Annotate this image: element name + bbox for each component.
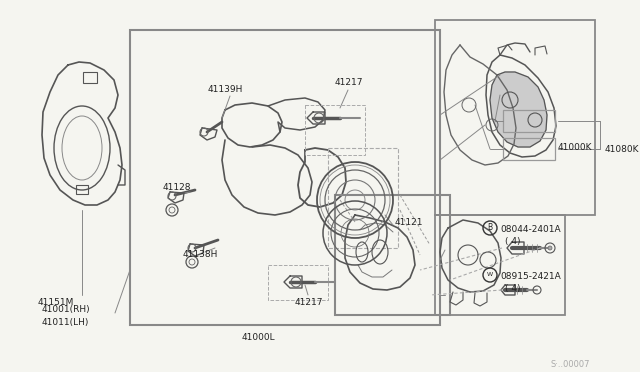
Bar (435, 215, 565, 315)
Bar (83, 72, 97, 83)
Text: W: W (487, 273, 493, 278)
Text: 41128: 41128 (163, 183, 191, 192)
Text: 41138H: 41138H (183, 250, 218, 259)
Text: 41151M: 41151M (38, 298, 74, 307)
Text: 41080K: 41080K (605, 144, 639, 154)
Bar (335, 195, 450, 315)
Bar (76, 185, 88, 194)
Text: ( 4): ( 4) (505, 237, 520, 246)
Bar (130, 30, 440, 325)
Text: 41139H: 41139H (208, 85, 243, 94)
Text: 41000L: 41000L (241, 333, 275, 342)
Text: B: B (488, 224, 493, 232)
Bar (268, 265, 328, 300)
Text: 41121: 41121 (395, 218, 424, 227)
Text: 41011(LH): 41011(LH) (42, 318, 90, 327)
Text: S·..00007: S·..00007 (550, 360, 590, 369)
Bar (503, 110, 555, 132)
Bar (305, 105, 365, 155)
Text: 41001(RH): 41001(RH) (42, 305, 91, 314)
Bar (503, 138, 555, 160)
Circle shape (548, 246, 552, 250)
Bar (435, 20, 595, 215)
Polygon shape (490, 72, 547, 147)
Text: 08915-2421A: 08915-2421A (500, 272, 561, 281)
Text: 41000K: 41000K (558, 144, 593, 153)
Text: ( 4): ( 4) (505, 284, 520, 293)
Text: 41217: 41217 (335, 78, 364, 87)
Text: 08044-2401A: 08044-2401A (500, 225, 561, 234)
Text: 41217: 41217 (295, 298, 323, 307)
Bar (328, 148, 398, 248)
